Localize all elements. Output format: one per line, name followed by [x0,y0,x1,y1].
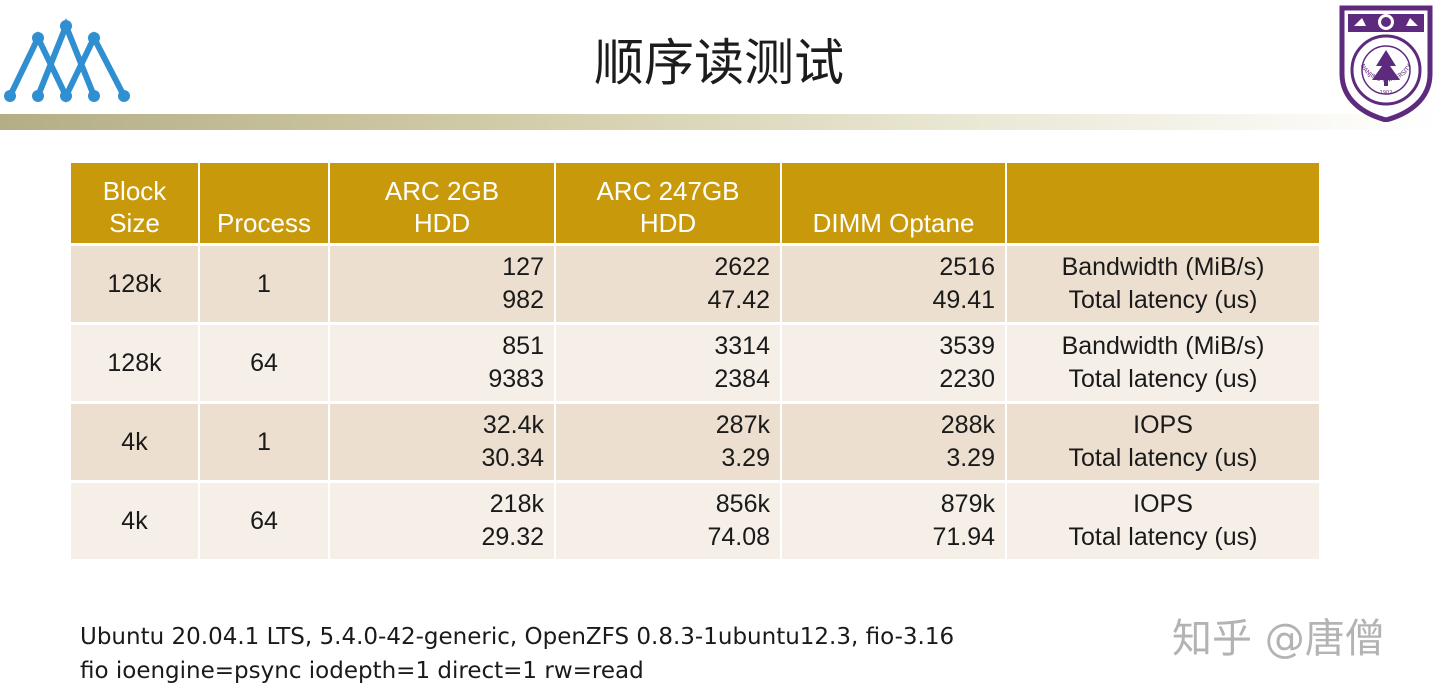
cell-value-primary: 287k [715,411,770,439]
table-row: 128k 64 851 9383 3314 2384 3539 2230 Ban… [71,325,1319,401]
cell-block-size: 128k [71,325,198,401]
header-process: Process [200,163,328,243]
metric-label-latency: Total latency (us) [1068,365,1258,393]
header-arc-247gb-hdd: ARC 247GB HDD [556,163,780,243]
metric-label-primary: Bandwidth (MiB/s) [1061,332,1265,360]
cell-value-latency: 74.08 [707,523,770,551]
cell-value-latency: 30.34 [481,444,544,472]
cell-arc-247gb: 2622 47.42 [556,246,780,322]
cell-value-latency: 29.32 [481,523,544,551]
cell-value-primary: 856k [715,490,770,518]
cell-arc-2gb: 218k 29.32 [330,483,554,559]
seal-year: 1902 [1380,90,1393,96]
logo-left [0,17,140,110]
metric-label-primary: Bandwidth (MiB/s) [1061,253,1265,281]
cell-metric: Bandwidth (MiB/s) Total latency (us) [1007,325,1319,401]
university-seal-icon: NANJING UNIVERSITY 1902 [1339,5,1433,123]
cell-value-latency: 2384 [714,365,770,393]
table-row: 128k 1 127 982 2622 47.42 2516 49.41 Ban… [71,246,1319,322]
cell-dimm-optane: 288k 3.29 [782,404,1005,480]
cell-value-latency: 49.41 [932,286,995,314]
title-divider-bar [0,114,1438,130]
cell-dimm-optane: 879k 71.94 [782,483,1005,559]
cell-value-primary: 2622 [714,253,770,281]
cell-value-latency: 982 [502,286,544,314]
header-dimm-optane: DIMM Optane [782,163,1005,243]
metric-label-latency: Total latency (us) [1068,523,1258,551]
cell-arc-247gb: 856k 74.08 [556,483,780,559]
cell-value-primary: 32.4k [482,411,544,439]
metric-label-latency: Total latency (us) [1068,286,1258,314]
slide-title: 顺序读测试 [594,34,844,92]
mountain-peaks-logo-icon [4,17,130,103]
header-metric [1007,163,1319,243]
zhihu-watermark: 知乎 @唐僧 [1172,616,1385,662]
cell-value-primary: 218k [489,490,544,518]
cell-metric: IOPS Total latency (us) [1007,404,1319,480]
footer-fio-params: fio ioengine=psync iodepth=1 direct=1 rw… [80,658,644,684]
cell-metric: Bandwidth (MiB/s) Total latency (us) [1007,246,1319,322]
metric-label-latency: Total latency (us) [1068,444,1258,472]
header-block-size: Block Size [71,163,198,243]
cell-arc-2gb: 127 982 [330,246,554,322]
cell-value-primary: 851 [502,332,544,360]
cell-dimm-optane: 2516 49.41 [782,246,1005,322]
results-table: Block Size Process ARC 2GB HDD ARC 247GB… [69,160,1321,562]
test-environment-notes: Ubuntu 20.04.1 LTS, 5.4.0-42-generic, Op… [80,620,954,688]
table-row: 4k 64 218k 29.32 856k 74.08 879k 71.94 I… [71,483,1319,559]
cell-value-latency: 2230 [939,365,995,393]
metric-label-primary: IOPS [1133,490,1193,518]
cell-value-latency: 71.94 [932,523,995,551]
cell-value-primary: 288k [940,411,995,439]
metric-label-primary: IOPS [1133,411,1193,439]
cell-value-latency: 3.29 [946,444,995,472]
cell-value-primary: 127 [502,253,544,281]
logo-right: NANJING UNIVERSITY 1902 [1338,4,1434,123]
cell-value-primary: 3314 [714,332,770,360]
cell-value-primary: 2516 [939,253,995,281]
cell-arc-2gb: 851 9383 [330,325,554,401]
footer-system-info: Ubuntu 20.04.1 LTS, 5.4.0-42-generic, Op… [80,624,955,650]
cell-dimm-optane: 3539 2230 [782,325,1005,401]
cell-arc-247gb: 3314 2384 [556,325,780,401]
cell-process: 64 [200,483,328,559]
cell-block-size: 4k [71,404,198,480]
cell-arc-247gb: 287k 3.29 [556,404,780,480]
cell-value-latency: 9383 [488,365,544,393]
cell-value-latency: 47.42 [707,286,770,314]
cell-value-primary: 3539 [939,332,995,360]
cell-process: 1 [200,246,328,322]
header-arc-2gb-hdd: ARC 2GB HDD [330,163,554,243]
cell-value-latency: 3.29 [721,444,770,472]
cell-block-size: 128k [71,246,198,322]
cell-arc-2gb: 32.4k 30.34 [330,404,554,480]
cell-process: 1 [200,404,328,480]
cell-block-size: 4k [71,483,198,559]
cell-value-primary: 879k [940,490,995,518]
table-row: 4k 1 32.4k 30.34 287k 3.29 288k 3.29 IOP… [71,404,1319,480]
table-header-row: Block Size Process ARC 2GB HDD ARC 247GB… [71,163,1319,243]
cell-metric: IOPS Total latency (us) [1007,483,1319,559]
cell-process: 64 [200,325,328,401]
